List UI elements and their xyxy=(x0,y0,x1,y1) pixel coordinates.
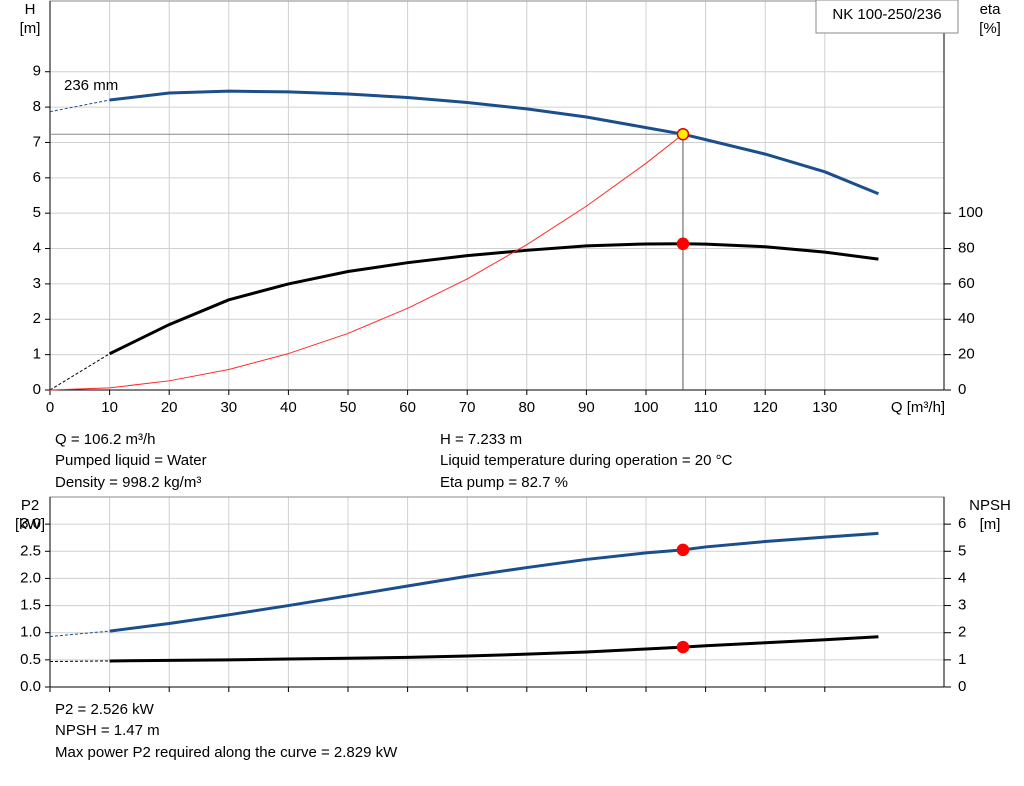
y-tick-label: 7 xyxy=(33,133,41,150)
y2-tick-label: 0 xyxy=(958,678,966,695)
model-label: NK 100-250/236 xyxy=(832,6,941,23)
y-tick-label: 2 xyxy=(33,310,41,327)
y-tick-label: 5 xyxy=(33,204,41,221)
x-tick-label: 80 xyxy=(518,399,535,416)
info-text: Liquid temperature during operation = 20… xyxy=(440,452,733,469)
x-tick-label: 0 xyxy=(46,399,54,416)
y2-axis-label: eta xyxy=(980,1,1002,18)
x-tick-label: 40 xyxy=(280,399,297,416)
y2-tick-label: 40 xyxy=(958,310,975,327)
operating-point xyxy=(676,543,690,557)
info-text: H = 7.233 m xyxy=(440,431,522,448)
x-tick-label: 50 xyxy=(340,399,357,416)
x-tick-label: 60 xyxy=(399,399,416,416)
curve xyxy=(49,660,110,662)
y-tick-label: 4 xyxy=(33,240,41,257)
info-text: Eta pump = 82.7 % xyxy=(440,474,568,491)
y-tick-label: 3.0 xyxy=(20,515,41,532)
x-tick-label: 20 xyxy=(161,399,178,416)
y2-tick-label: 2 xyxy=(958,624,966,641)
y-axis-label: H xyxy=(25,1,36,18)
y2-axis-unit: [%] xyxy=(979,20,1001,37)
info-text: Density = 998.2 kg/m³ xyxy=(55,474,201,491)
y2-tick-label: 5 xyxy=(958,542,966,559)
y2-tick-label: 4 xyxy=(958,569,966,586)
y-tick-label: 3 xyxy=(33,275,41,292)
y-tick-label: 2.5 xyxy=(20,542,41,559)
x-tick-label: 130 xyxy=(812,399,837,416)
y-tick-label: 1.5 xyxy=(20,597,41,614)
curve xyxy=(49,630,110,638)
y-tick-label: 8 xyxy=(33,98,41,115)
y2-axis-label: NPSH xyxy=(969,497,1011,514)
model-box xyxy=(815,0,959,34)
y2-axis-unit: [m] xyxy=(980,516,1001,533)
x-tick-label: 90 xyxy=(578,399,595,416)
info-text: Max power P2 required along the curve = … xyxy=(55,744,398,761)
y-axis-label: P2 xyxy=(21,497,39,514)
y2-tick-label: 6 xyxy=(958,515,966,532)
curve xyxy=(49,99,110,113)
curve xyxy=(49,133,684,391)
x-tick-label: 70 xyxy=(459,399,476,416)
plot-frame xyxy=(49,0,945,391)
y-tick-label: 0.0 xyxy=(20,678,41,695)
operating-point xyxy=(676,127,690,141)
info-text: NPSH = 1.47 m xyxy=(55,722,160,739)
y-tick-label: 9 xyxy=(33,63,41,80)
x-tick-label: 30 xyxy=(220,399,237,416)
y2-tick-label: 80 xyxy=(958,240,975,257)
operating-point xyxy=(676,640,690,654)
y-tick-label: 1 xyxy=(33,346,41,363)
info-text: Pumped liquid = Water xyxy=(55,452,207,469)
y2-tick-label: 0 xyxy=(958,381,966,398)
curve xyxy=(108,242,879,356)
y2-tick-label: 100 xyxy=(958,204,983,221)
y-axis-unit: [kW] xyxy=(15,516,45,533)
y-tick-label: 0.5 xyxy=(20,651,41,668)
curve xyxy=(109,531,879,633)
y2-tick-label: 20 xyxy=(958,346,975,363)
x-tick-label: 100 xyxy=(633,399,658,416)
info-text: P2 = 2.526 kW xyxy=(55,701,155,718)
x-tick-label: 110 xyxy=(694,399,718,416)
operating-point xyxy=(676,237,690,251)
y-tick-label: 0 xyxy=(33,381,41,398)
y2-tick-label: 3 xyxy=(958,597,966,614)
x-axis-label: Q [m³/h] xyxy=(891,399,945,416)
plot-frame xyxy=(49,496,945,688)
y-tick-label: 6 xyxy=(33,169,41,186)
y-tick-label: 2.0 xyxy=(20,569,41,586)
y-axis-unit: [m] xyxy=(20,20,41,37)
y-tick-label: 1.0 xyxy=(20,624,41,641)
curve xyxy=(109,89,880,196)
curve xyxy=(109,635,879,663)
info-text: Q = 106.2 m³/h xyxy=(55,431,155,448)
y2-tick-label: 1 xyxy=(958,651,966,668)
curve-annotation: 236 mm xyxy=(64,77,118,94)
y2-tick-label: 60 xyxy=(958,275,975,292)
curve xyxy=(49,353,110,391)
x-tick-label: 120 xyxy=(753,399,778,416)
x-tick-label: 10 xyxy=(101,399,118,416)
